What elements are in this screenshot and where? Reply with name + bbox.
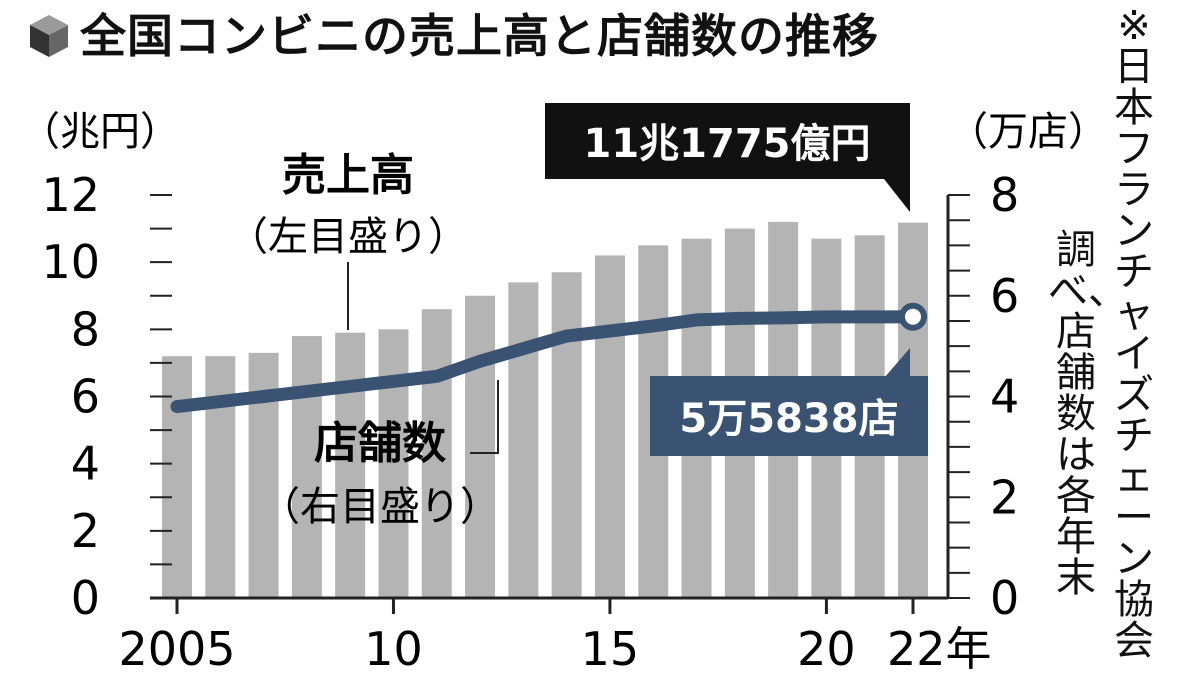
left-axis-ticks: 0 2 4 6 8 10 12: [41, 168, 172, 625]
right-tick-label: 0: [990, 571, 1019, 625]
left-axis-unit: （兆円）: [20, 109, 180, 155]
left-tick-label: 6: [71, 370, 100, 424]
stores-axis-note: （右目盛り）: [260, 484, 500, 530]
stores-callout: 5万5838店: [650, 348, 928, 456]
stores-leader-line: [470, 380, 499, 454]
sales-bar-2013: [508, 282, 539, 598]
sales-bar-2015: [594, 255, 625, 598]
right-axis-unit: （万店）: [948, 109, 1108, 155]
right-tick-label: 8: [990, 168, 1019, 222]
store-count-end-marker: [899, 302, 927, 331]
stores-callout-text: 5万5838店: [679, 396, 898, 442]
left-tick-label: 8: [71, 302, 100, 356]
sales-bar-2008: [291, 336, 322, 598]
left-tick-label: 0: [71, 571, 100, 625]
sales-bar-2011: [421, 309, 452, 598]
source-note-1: ※日本フランチャイズチェーン協会: [1114, 3, 1154, 664]
sales-bar-2014: [551, 272, 582, 598]
sales-bar-2009: [335, 332, 366, 598]
sales-label: 売上高: [282, 150, 414, 201]
left-tick-label: 10: [41, 235, 100, 289]
left-tick-label: 4: [71, 437, 100, 491]
sales-bar-2012: [465, 295, 496, 598]
chart-title: 全国コンビニの売上高と店舗数の推移: [80, 9, 879, 63]
x-tick-label: 15: [581, 622, 640, 675]
cube-icon: [30, 15, 68, 57]
sales-axis-note: （左目盛り）: [228, 214, 468, 260]
left-tick-label: 2: [71, 504, 100, 558]
x-ticks: 2005 10 15 20 22年: [118, 598, 992, 675]
right-tick-label: 4: [990, 370, 1019, 424]
title-row: 全国コンビニの売上高と店舗数の推移: [28, 6, 879, 66]
sales-bar-2006: [205, 356, 236, 598]
sales-callout-text: 11兆1775億円: [584, 121, 871, 167]
right-tick-label: 6: [990, 269, 1019, 323]
left-tick-label: 12: [41, 168, 100, 222]
x-tick-label: 20: [797, 622, 856, 675]
right-axis-ticks: 0 2 4 6 8: [948, 168, 1019, 625]
stores-label: 店舗数: [314, 418, 446, 469]
x-tick-label: 10: [364, 622, 423, 675]
x-tick-label: 2005: [118, 622, 235, 675]
x-tick-label: 22年: [887, 622, 992, 675]
sales-bar-2005: [162, 356, 192, 598]
right-tick-label: 2: [990, 470, 1019, 524]
sales-callout: 11兆1775億円: [545, 103, 910, 212]
store-count-line: [170, 310, 920, 414]
